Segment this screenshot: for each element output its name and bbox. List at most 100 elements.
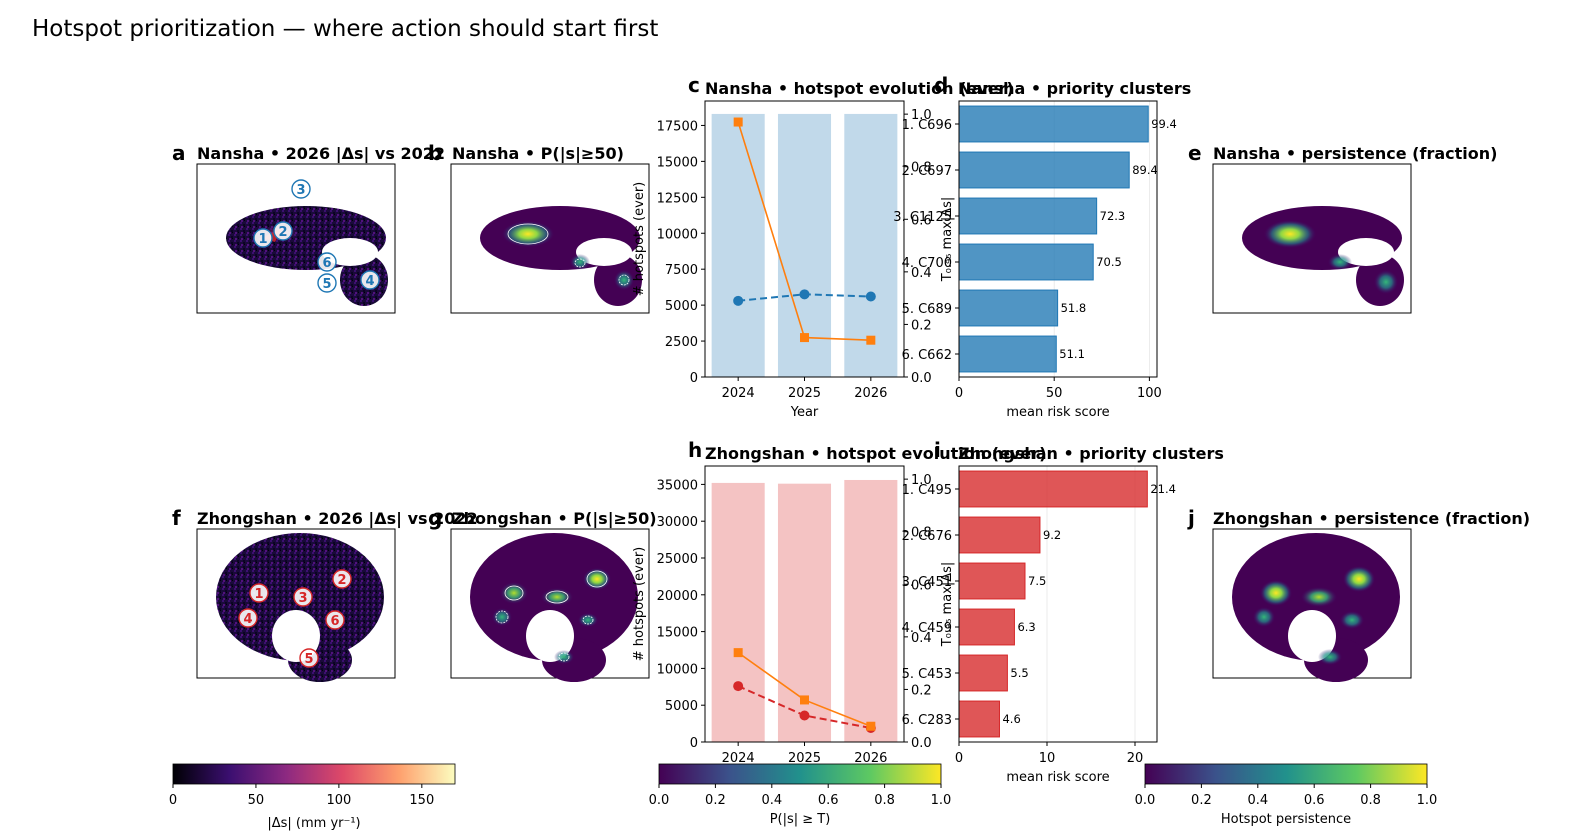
y-tick-label: 2. C697 xyxy=(902,164,952,179)
map-marker xyxy=(273,221,293,241)
data-label: 9.2 xyxy=(1043,528,1061,542)
x-tick-label: 2024 xyxy=(722,386,755,401)
data-label: 51.8 xyxy=(1061,301,1087,315)
figure-title: Hotspot prioritization — where action sh… xyxy=(32,16,658,42)
y-tick-label: 0 xyxy=(690,371,698,386)
x-tick-label: 0 xyxy=(955,386,963,401)
y-tick-label: 2500 xyxy=(665,335,698,350)
bar xyxy=(958,151,1130,189)
colorbar-tick-label: 0.0 xyxy=(1135,793,1156,808)
panel-title-c: Nansha • hotspot evolution (ever) xyxy=(705,79,1014,98)
colorbar-prob-ticks: 0.0 0.2 0.4 0.6 0.8 1.0 xyxy=(649,784,951,808)
map-marker xyxy=(238,608,258,628)
map-marker-label: 4 xyxy=(365,274,374,289)
y-tick-label: 1. C696 xyxy=(902,118,952,133)
map-markers-zhongshan: 1 2 3 4 5 6 xyxy=(238,569,352,668)
y-tick-label: 15000 xyxy=(657,155,698,170)
colorbar-tick-label: 50 xyxy=(248,793,265,808)
series-point xyxy=(799,710,810,721)
y2-axis-label: T₀.₉₅ max|Δs| xyxy=(940,197,955,283)
y-tick-label: 5000 xyxy=(665,299,698,314)
x-tick-label: 2024 xyxy=(722,751,755,766)
bar xyxy=(958,470,1148,508)
map-marker-label: 2 xyxy=(337,573,346,588)
bar xyxy=(958,335,1057,373)
map-marker xyxy=(317,273,337,293)
map-marker xyxy=(299,648,319,668)
y-tick-label: 4. C700 xyxy=(902,256,952,271)
chart-zhongshan-evolution: 0 5000 10000 15000 20000 25000 30000 35000 0.0 0.… xyxy=(632,465,955,766)
panel-title-f: Zhongshan • 2026 |Δs| vs 2022 xyxy=(197,509,478,529)
map-zhongshan-prob xyxy=(450,528,650,682)
series-point xyxy=(733,295,744,306)
map-marker xyxy=(253,228,273,248)
map-marker-label: 3 xyxy=(296,183,305,198)
plot-frame xyxy=(958,465,1158,743)
colorbar-tick-label: 0.8 xyxy=(1360,793,1381,808)
bar xyxy=(711,482,765,742)
panel-letter-d: d xyxy=(934,73,948,97)
panel-letter-j: j xyxy=(1187,506,1195,530)
colorbar-tick-label: 100 xyxy=(326,793,351,808)
y-tick-label: 20000 xyxy=(657,589,698,604)
bar xyxy=(844,113,898,377)
map-marker-label: 3 xyxy=(298,591,307,606)
colorbar-ds-ticks: 0 50 100 150 xyxy=(169,784,434,808)
y-tick-label: 5000 xyxy=(665,699,698,714)
y2-tick-label: 0.0 xyxy=(911,371,932,386)
plot-frame xyxy=(958,100,1158,378)
map-marker xyxy=(360,270,380,290)
x-tick-label: 0 xyxy=(955,751,963,766)
bar xyxy=(958,654,1008,692)
map-marker xyxy=(293,587,313,607)
colorbar-tick-label: 150 xyxy=(409,793,434,808)
bar xyxy=(958,105,1149,143)
data-label: 7.5 xyxy=(1028,574,1046,588)
x-axis-label: mean risk score xyxy=(1006,770,1109,785)
data-label: 6.3 xyxy=(1017,620,1035,634)
colorbar-ds-label: |Δs| (mm yr⁻¹) xyxy=(267,816,360,831)
colorbar-prob-label: P(|s| ≥ T) xyxy=(770,812,831,827)
colorbar-tick-label: 0.6 xyxy=(1304,793,1325,808)
x-axis-label: Year xyxy=(790,405,819,420)
y2-tick-label: 0.0 xyxy=(911,736,932,751)
data-label: 70.5 xyxy=(1096,255,1122,269)
panel-letter-c: c xyxy=(688,73,700,97)
panel-title-a: Nansha • 2026 |Δs| vs 2022 xyxy=(197,144,445,164)
panel-letter-b: b xyxy=(428,141,442,165)
y-tick-label: 3. C1125 xyxy=(893,210,952,225)
y-tick-label: 1. C495 xyxy=(902,483,952,498)
series-marker xyxy=(733,648,743,658)
colorbar-tick-label: 0.8 xyxy=(874,793,895,808)
map-nansha-prob xyxy=(450,163,650,314)
x-tick-label: 2025 xyxy=(788,386,821,401)
x-tick-label: 2025 xyxy=(788,751,821,766)
colorbar-tick-label: 0.4 xyxy=(1247,793,1268,808)
y2-tick-label: 0.4 xyxy=(911,631,932,646)
chart-nansha-priority: 99.4 1. C696 89.4 2. C697 72.3 3. C1125 70.5 4.… xyxy=(893,100,1177,420)
y2-tick-label: 0.2 xyxy=(911,318,932,333)
data-label: 4.6 xyxy=(1002,712,1020,726)
x-tick-label: 10 xyxy=(1039,751,1056,766)
data-label: 21.4 xyxy=(1150,482,1176,496)
panel-letter-a: a xyxy=(172,141,186,165)
colorbar-tick-label: 0 xyxy=(169,793,177,808)
map-marker-label: 1 xyxy=(258,232,267,247)
y-tick-label: 15000 xyxy=(657,626,698,641)
map-marker xyxy=(325,610,345,630)
panel-letter-i: i xyxy=(934,438,941,462)
y-axis-label: # hotspots (ever) xyxy=(632,547,647,661)
y2-tick-label: 0.8 xyxy=(911,526,932,541)
bar xyxy=(958,197,1098,235)
series-point xyxy=(733,681,744,692)
panel-letter-h: h xyxy=(688,438,702,462)
colorbar-tick-label: 0.4 xyxy=(761,793,782,808)
colorbar-tick-label: 1.0 xyxy=(1417,793,1438,808)
y2-tick-label: 1.0 xyxy=(911,108,932,123)
map-marker-label: 2 xyxy=(278,225,287,240)
y-tick-label: 10000 xyxy=(657,662,698,677)
series-point xyxy=(865,291,876,302)
x-tick-label: 2026 xyxy=(854,751,887,766)
x-tick-label: 20 xyxy=(1127,751,1144,766)
y-tick-label: 6. C662 xyxy=(902,348,952,363)
